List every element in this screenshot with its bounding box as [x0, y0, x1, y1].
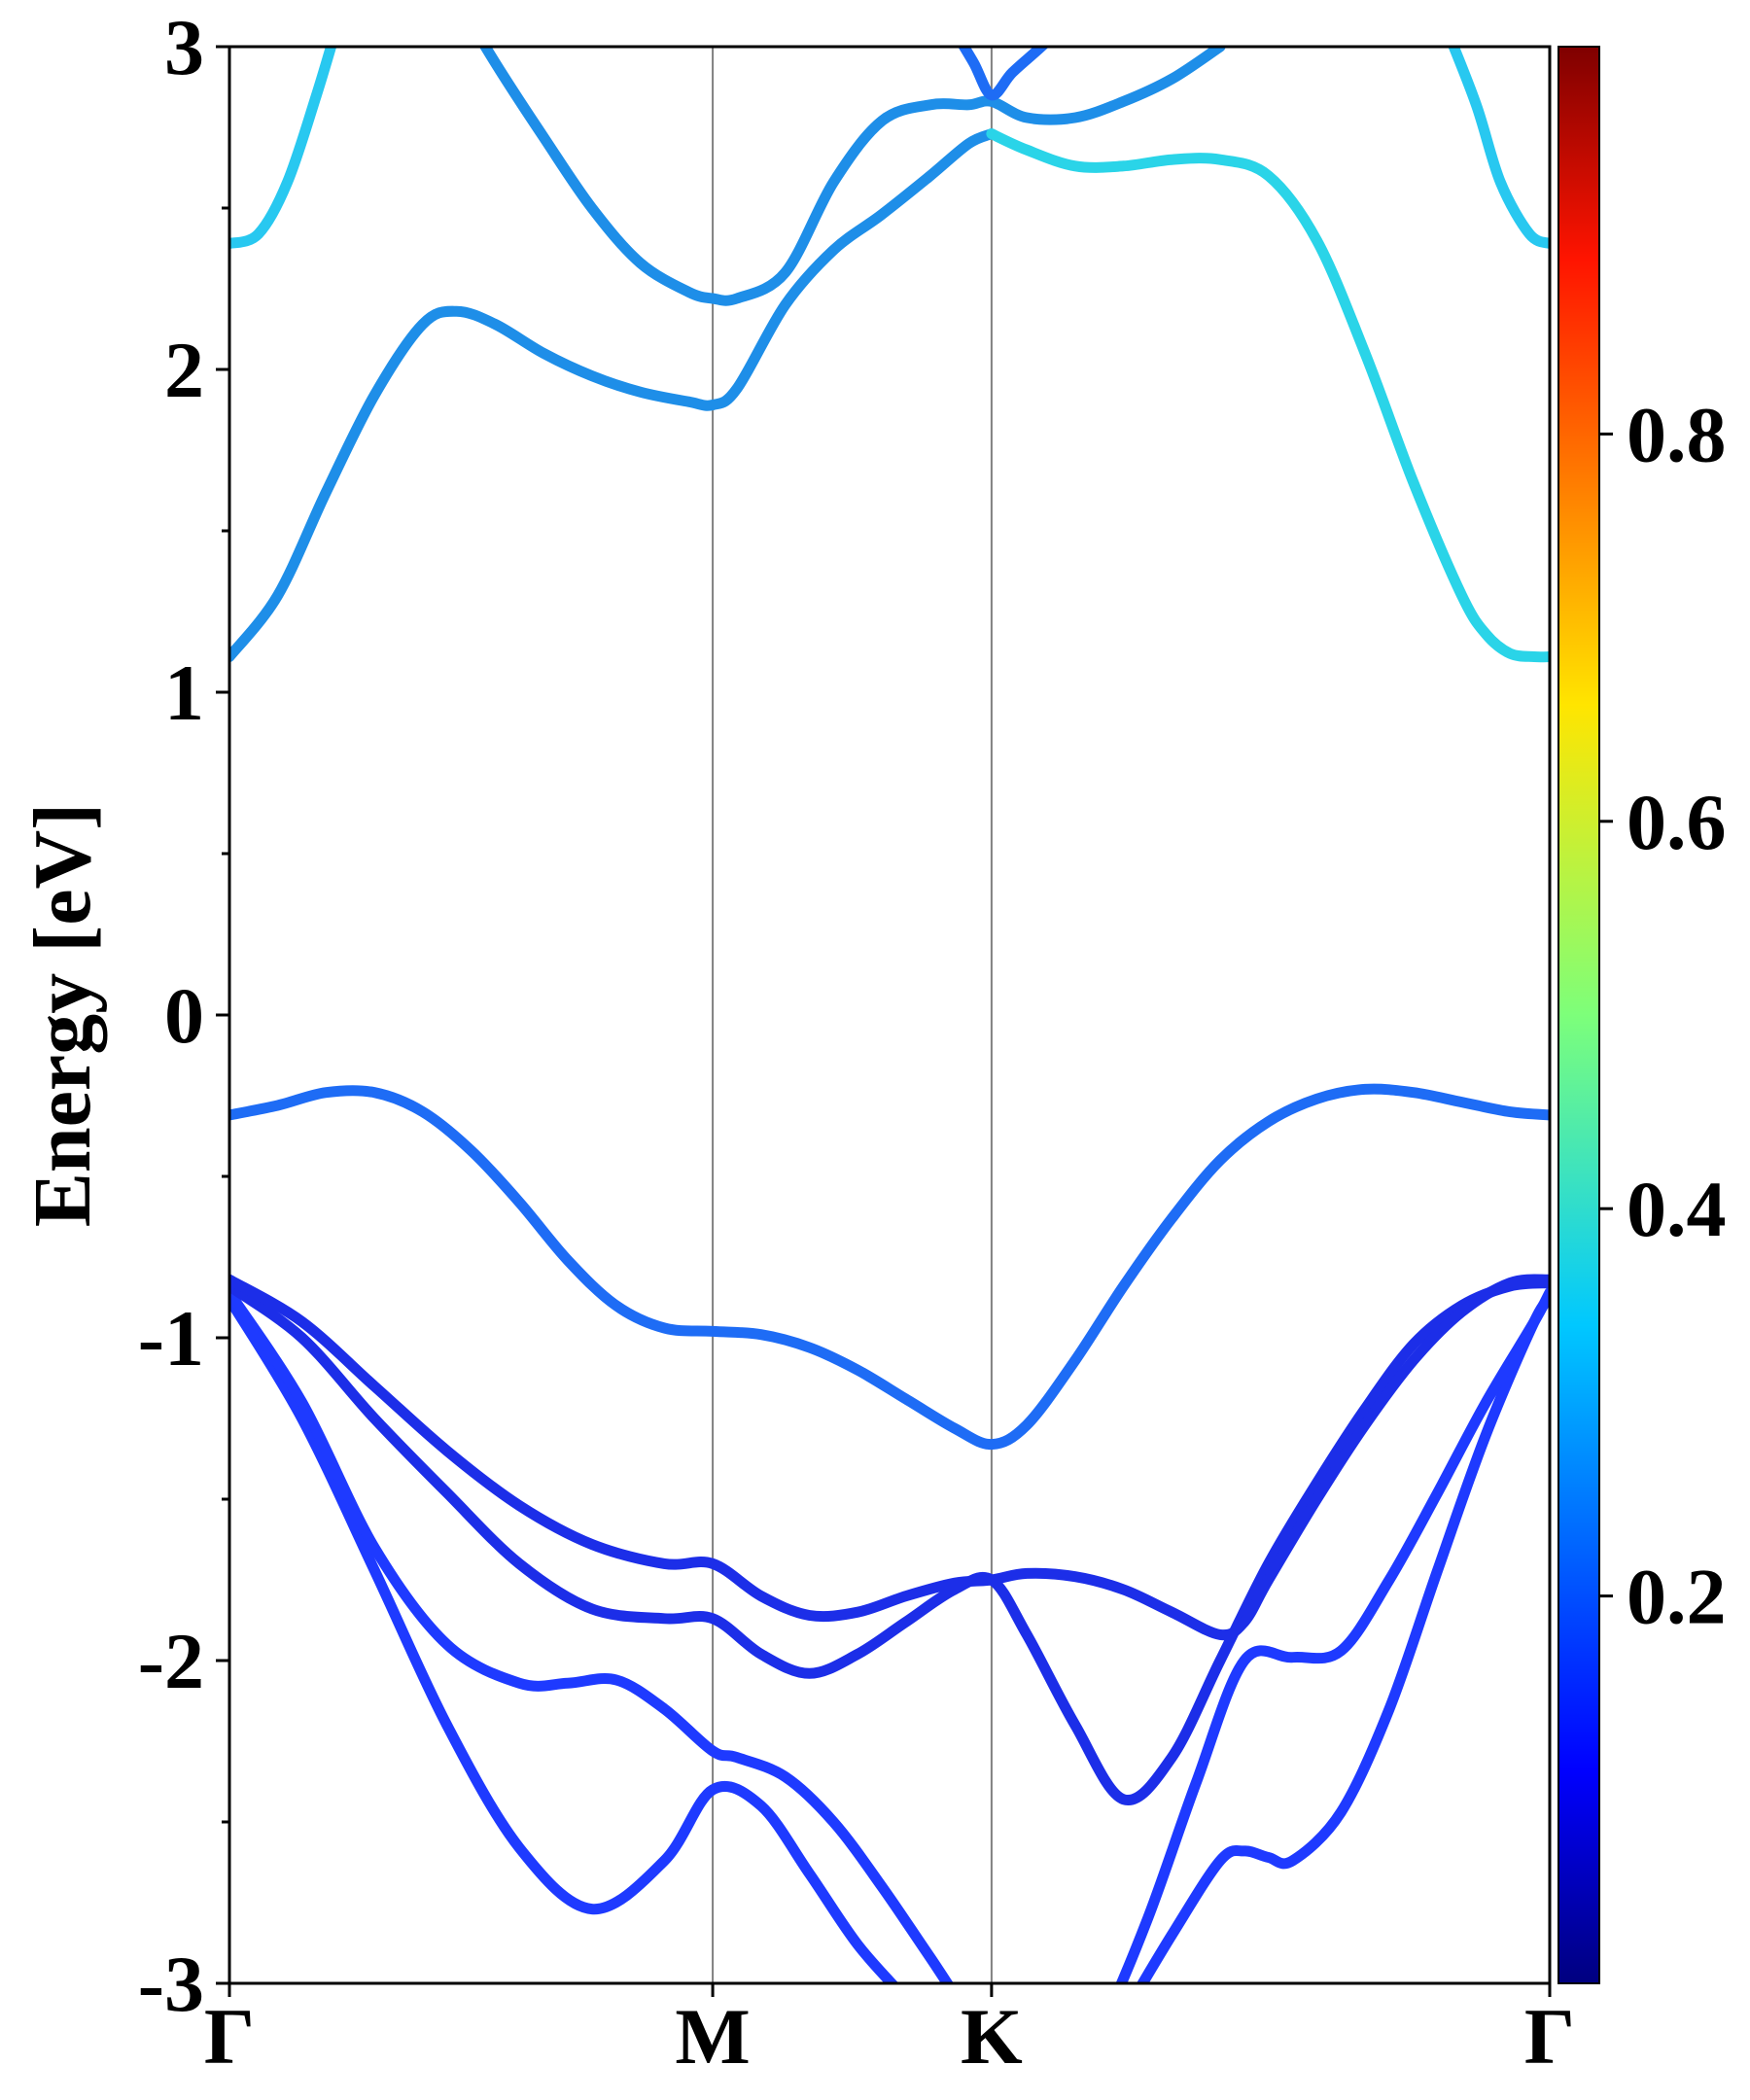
- band-line-3: [229, 1287, 1550, 1983]
- y-tick-label: -1: [138, 1294, 204, 1382]
- y-axis-label: Energy [eV]: [18, 803, 108, 1227]
- colorbar-tick-label: 0.2: [1627, 1553, 1727, 1641]
- colorbar-tick-label: 0.8: [1627, 390, 1727, 478]
- band-line-9: [986, 128, 1550, 663]
- y-tick-label: -3: [138, 1940, 204, 2028]
- kpoint-label: M: [675, 1992, 750, 2081]
- y-axis-ticks: -3 -2 -1 0 1 2 3: [138, 3, 229, 2028]
- band-line-10: [229, 47, 337, 249]
- band-line-11: [1448, 47, 1550, 249]
- kpoint-label: K: [961, 1992, 1023, 2081]
- colorbar: [1558, 46, 1600, 1984]
- band-line-7: [229, 128, 998, 662]
- colorbar-tick-label: 0.4: [1627, 1165, 1727, 1253]
- y-tick-label: -2: [138, 1617, 204, 1705]
- y-tick-label: 2: [164, 326, 204, 414]
- colorbar-ticks: 0.2 0.4 0.6 0.8: [1599, 390, 1727, 1641]
- band-line-2: [1136, 1293, 1550, 1983]
- colorbar-tick-label: 0.6: [1627, 778, 1727, 866]
- high-symmetry-lines: [712, 47, 993, 1983]
- y-tick-label: 3: [164, 3, 204, 91]
- band-line-5: [229, 1274, 1550, 1641]
- y-tick-label: 0: [164, 971, 204, 1060]
- kpoint-label: Γ: [1524, 1992, 1575, 2081]
- y-tick-label: 1: [164, 648, 204, 737]
- band-line-1: [229, 1293, 899, 1983]
- band-line-8: [478, 47, 1226, 306]
- band-line-6: [229, 1083, 1550, 1451]
- kpoint-label: Γ: [204, 1992, 255, 2081]
- band-line-4: [229, 1278, 1550, 1806]
- band-curves: [229, 47, 1550, 1983]
- band-line-12: [958, 47, 1050, 101]
